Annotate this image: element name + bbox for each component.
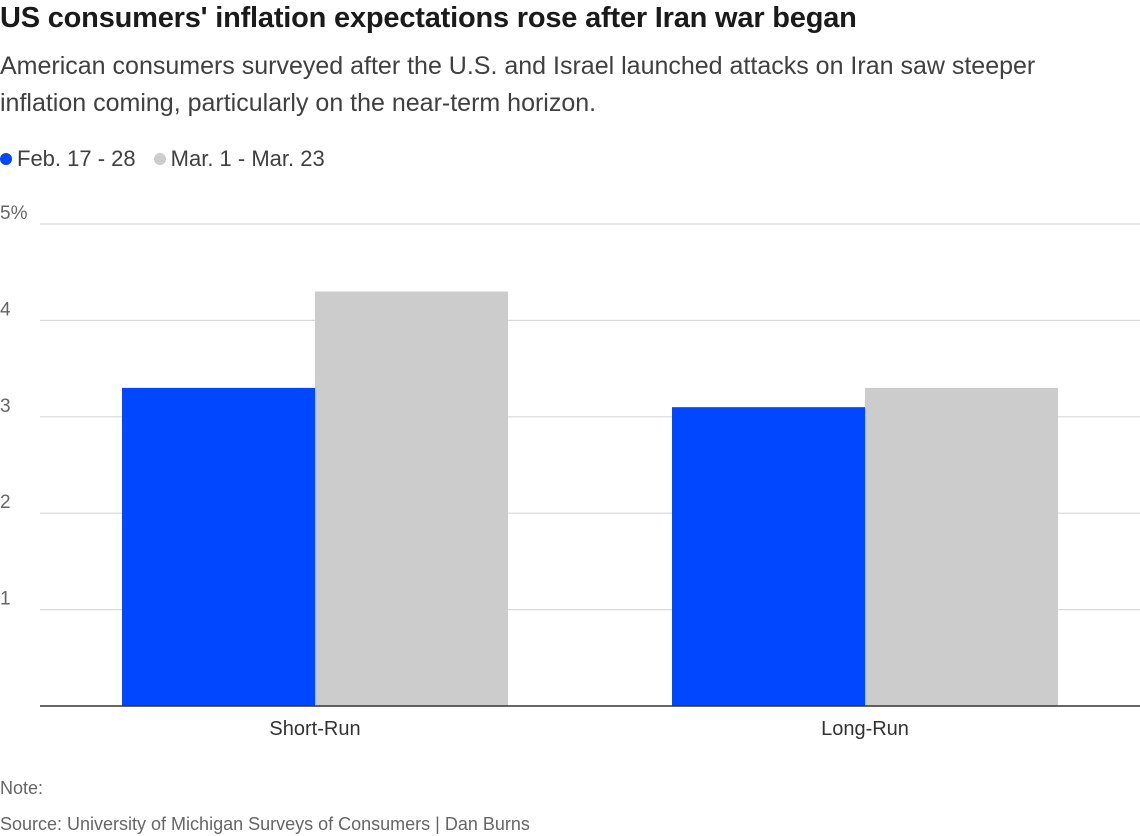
y-tick-label: 2	[0, 492, 11, 513]
y-tick-label: 1	[0, 589, 11, 610]
legend-label-series-2: Mar. 1 - Mar. 23	[170, 146, 325, 171]
chart-note: Note:	[0, 778, 44, 798]
y-tick-label: 3	[0, 396, 11, 417]
y-tick-label: 5%	[0, 203, 28, 224]
bar-short-run-series-1	[122, 387, 315, 706]
legend-swatch-series-2	[153, 153, 166, 165]
bar-long-run-series-1	[672, 407, 865, 706]
legend: Feb. 17 - 28 Mar. 1 - Mar. 23	[0, 146, 343, 172]
legend-item-series-1: Feb. 17 - 28	[0, 146, 136, 172]
chart-title: US consumers' inflation expectations ros…	[0, 2, 857, 34]
bar-chart: 1 2 3 4 5% Short-Run Long-Run	[0, 203, 1140, 740]
y-tick-label: 4	[0, 299, 11, 320]
bar-short-run-series-2	[315, 291, 508, 706]
chart-source: Source: University of Michigan Surveys o…	[0, 814, 530, 834]
x-tick-label: Long-Run	[821, 718, 909, 740]
chart-subtitle: American consumers surveyed after the U.…	[0, 52, 1036, 117]
bar-long-run-series-2	[865, 387, 1058, 706]
legend-item-series-2: Mar. 1 - Mar. 23	[153, 146, 325, 172]
x-tick-label: Short-Run	[269, 718, 360, 740]
legend-label-series-1: Feb. 17 - 28	[17, 146, 136, 171]
legend-swatch-series-1	[0, 153, 12, 165]
